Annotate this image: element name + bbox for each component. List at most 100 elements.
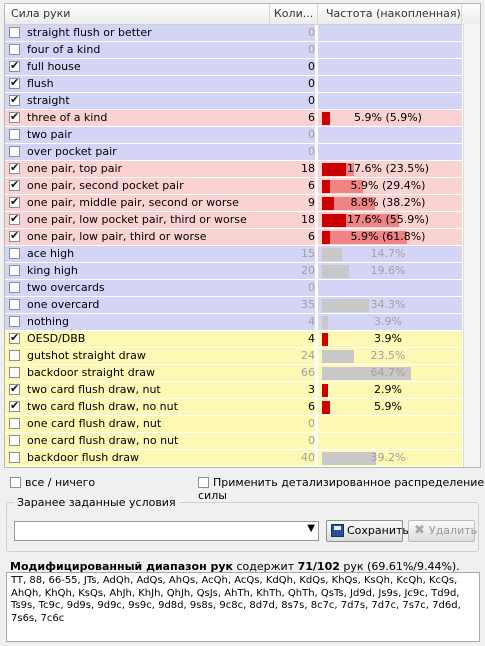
table-row[interactable]: one overcard 35 34.3% — [5, 297, 462, 314]
row-checkbox[interactable] — [9, 93, 20, 106]
row-checkbox[interactable] — [9, 331, 20, 344]
hand-count: 0 — [308, 94, 315, 107]
table-row[interactable]: backdoor straight draw 66 64.7% — [5, 365, 462, 382]
hand-count: 0 — [308, 26, 315, 39]
row-checkbox[interactable] — [9, 110, 20, 123]
row-checkbox[interactable] — [9, 129, 20, 140]
frequency-bar — [322, 163, 346, 176]
row-checkbox[interactable] — [9, 178, 20, 191]
grid-header: Сила руки Коли... Частота (накопленная) — [5, 4, 480, 25]
range-title: Модифицированный диапазон рук — [10, 560, 234, 573]
row-checkbox[interactable] — [9, 229, 20, 242]
hand-cell: two pair 0 — [5, 127, 315, 143]
vertical-scrollbar[interactable] — [463, 24, 480, 467]
frequency-cell — [318, 416, 462, 432]
table-row[interactable]: two pair 0 — [5, 127, 462, 144]
table-row[interactable]: two card flush draw, no nut 6 5.9% — [5, 399, 462, 416]
frequency-cell: 19.6% — [318, 263, 462, 279]
table-row[interactable]: one card flush draw, no nut 0 — [5, 433, 462, 450]
row-checkbox[interactable] — [9, 382, 20, 395]
table-row[interactable]: four of a kind 0 — [5, 42, 462, 59]
frequency-cell: 64.7% — [318, 365, 462, 381]
frequency-cell: 39.2% — [318, 450, 462, 466]
frequency-text: 5.9% (61.8%) — [350, 230, 426, 243]
table-row[interactable]: two card flush draw, nut 3 2.9% — [5, 382, 462, 399]
frequency-bar — [322, 316, 328, 329]
row-checkbox[interactable] — [9, 248, 20, 259]
hand-count: 0 — [308, 145, 315, 158]
row-checkbox[interactable] — [9, 435, 20, 446]
row-checkbox[interactable] — [9, 195, 20, 208]
row-checkbox[interactable] — [9, 399, 20, 412]
row-checkbox[interactable] — [9, 44, 20, 55]
range-text-area[interactable]: TT, 88, 66-55, JTs, AdQh, AdQs, AhQs, Ac… — [6, 572, 480, 642]
hand-count: 0 — [308, 417, 315, 430]
row-checkbox[interactable] — [9, 146, 20, 157]
all-none-option[interactable]: все / ничего — [10, 475, 95, 489]
column-header-count[interactable]: Коли... — [270, 4, 318, 24]
row-checkbox[interactable] — [9, 316, 20, 327]
table-row[interactable]: one pair, low pocket pair, third or wors… — [5, 212, 462, 229]
table-row[interactable]: three of a kind 6 5.9% (5.9%) — [5, 110, 462, 127]
frequency-bar — [322, 231, 330, 244]
row-checkbox[interactable] — [9, 59, 20, 72]
row-checkbox[interactable] — [9, 265, 20, 276]
row-checkbox[interactable] — [9, 367, 20, 378]
row-checkbox[interactable] — [9, 299, 20, 310]
row-checkbox[interactable] — [9, 161, 20, 174]
hand-count: 4 — [308, 315, 315, 328]
row-checkbox[interactable] — [9, 350, 20, 361]
frequency-bar — [322, 197, 334, 210]
table-row[interactable]: one pair, low pair, third or worse 6 5.9% … — [5, 229, 462, 246]
hand-count: 6 — [308, 230, 315, 243]
table-row[interactable]: straight flush or better 0 — [5, 25, 462, 42]
table-row[interactable]: nothing 4 3.9% — [5, 314, 462, 331]
hand-cell: two overcards 0 — [5, 280, 315, 296]
all-none-checkbox[interactable] — [10, 476, 21, 488]
frequency-cell — [318, 144, 462, 160]
frequency-cell: 17.6% (23.5%) — [318, 161, 462, 177]
row-checkbox[interactable] — [9, 76, 20, 89]
hand-label: two overcards — [27, 281, 105, 294]
table-row[interactable]: one pair, middle pair, second or worse 9 8… — [5, 195, 462, 212]
save-button[interactable]: Сохранить — [326, 520, 409, 542]
table-row[interactable]: gutshot straight draw 24 23.5% — [5, 348, 462, 365]
table-row[interactable]: one pair, top pair 18 17.6% (23.5%) — [5, 161, 462, 178]
table-row[interactable]: OESD/DBB 4 3.9% — [5, 331, 462, 348]
row-checkbox[interactable] — [9, 452, 20, 463]
column-header-frequency[interactable]: Частота (накопленная) — [318, 4, 462, 24]
table-row[interactable]: one pair, second pocket pair 6 5.9% (29.4%… — [5, 178, 462, 195]
detailed-distribution-option[interactable]: Применить детализированное распределение… — [198, 475, 485, 502]
all-none-label: все / ничего — [25, 475, 96, 489]
row-checkbox[interactable] — [9, 282, 20, 293]
column-header-hand[interactable]: Сила руки — [5, 4, 270, 24]
hand-cell: full house 0 — [5, 59, 315, 75]
delete-button[interactable]: ✖ Удалить — [408, 520, 477, 542]
frequency-text: 64.7% — [370, 366, 406, 379]
table-row[interactable]: backdoor flush draw 40 39.2% — [5, 450, 462, 467]
frequency-cell — [318, 76, 462, 92]
hand-cell: king high 20 — [5, 263, 315, 279]
frequency-bar — [322, 112, 330, 125]
table-row[interactable]: two overcards 0 — [5, 280, 462, 297]
dropdown-arrow-icon[interactable]: ▼ — [307, 523, 315, 534]
row-checkbox[interactable] — [9, 27, 20, 38]
frequency-bar — [322, 401, 330, 414]
preset-select[interactable]: ▼ — [14, 521, 319, 541]
frequency-text: 19.6% — [370, 264, 406, 277]
table-row[interactable]: king high 20 19.6% — [5, 263, 462, 280]
detailed-distribution-checkbox[interactable] — [198, 476, 209, 488]
hand-label: over pocket pair — [27, 145, 117, 158]
table-row[interactable]: flush 0 — [5, 76, 462, 93]
row-checkbox[interactable] — [9, 212, 20, 225]
row-checkbox[interactable] — [9, 418, 20, 429]
range-count: 71/102 — [297, 560, 340, 573]
delete-icon: ✖ — [414, 523, 425, 538]
table-row[interactable]: one card flush draw, nut 0 — [5, 416, 462, 433]
frequency-cell — [318, 280, 462, 296]
table-row[interactable]: over pocket pair 0 — [5, 144, 462, 161]
table-row[interactable]: full house 0 — [5, 59, 462, 76]
hand-cell: over pocket pair 0 — [5, 144, 315, 160]
table-row[interactable]: ace high 15 14.7% — [5, 246, 462, 263]
table-row[interactable]: straight 0 — [5, 93, 462, 110]
